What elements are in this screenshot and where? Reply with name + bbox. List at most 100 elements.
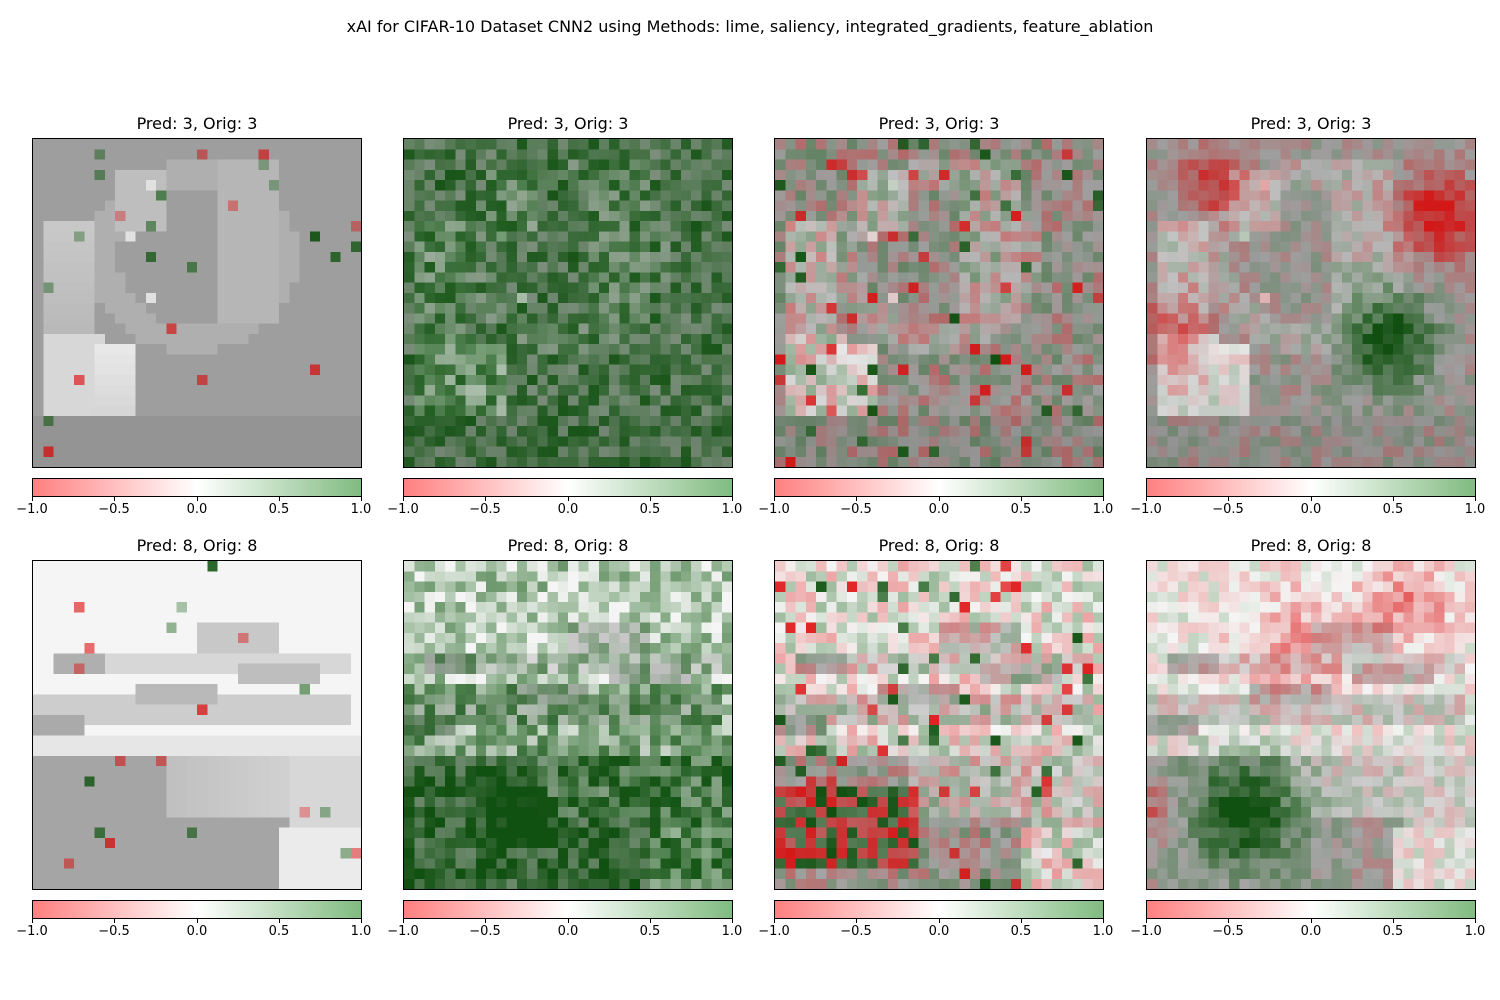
colorbar-tick — [1103, 497, 1104, 501]
colorbar — [32, 478, 362, 497]
colorbar-tick-label: −1.0 — [16, 924, 48, 939]
colorbar-tick — [1021, 497, 1022, 501]
colorbar-tick-label: 0.5 — [1382, 924, 1404, 939]
colorbar-tick — [114, 919, 115, 923]
colorbar — [32, 900, 362, 919]
colorbar-tick — [1393, 497, 1394, 501]
colorbar — [403, 478, 733, 497]
panel-title: Pred: 8, Orig: 8 — [1250, 536, 1372, 555]
panel-title: Pred: 8, Orig: 8 — [878, 536, 1000, 555]
colorbar-tick — [732, 497, 733, 501]
colorbar-tick-label: −0.5 — [469, 924, 501, 939]
colorbar-tick-label: −1.0 — [387, 924, 419, 939]
colorbar-tick-label: 0.0 — [1300, 502, 1322, 517]
colorbar-tick — [856, 919, 857, 923]
panel-title: Pred: 3, Orig: 3 — [1250, 114, 1372, 133]
colorbar-tick-label: 0.5 — [1010, 924, 1032, 939]
colorbar-tick-label: 1.0 — [721, 924, 743, 939]
colorbar-tick — [1228, 497, 1229, 501]
colorbar-tick-label: 0.0 — [557, 502, 579, 517]
attribution-heatmap — [32, 560, 362, 890]
colorbar-tick-label: −0.5 — [98, 924, 130, 939]
attribution-heatmap — [403, 560, 733, 890]
colorbar-tick — [856, 497, 857, 501]
colorbar-tick-label: −0.5 — [1212, 502, 1244, 517]
colorbar-tick — [1021, 919, 1022, 923]
panel-title: Pred: 3, Orig: 3 — [136, 114, 258, 133]
colorbar-tick — [939, 919, 940, 923]
colorbar-tick-label: −1.0 — [16, 502, 48, 517]
colorbar-tick-label: 1.0 — [1092, 502, 1114, 517]
colorbar-tick-label: 0.5 — [1010, 502, 1032, 517]
colorbar-tick-label: −1.0 — [387, 502, 419, 517]
colorbar-tick — [361, 497, 362, 501]
colorbar — [774, 478, 1104, 497]
colorbar — [403, 900, 733, 919]
colorbar — [1146, 900, 1476, 919]
colorbar-tick-label: 0.0 — [928, 502, 950, 517]
colorbar-tick — [1146, 919, 1147, 923]
attribution-heatmap — [1146, 138, 1476, 468]
colorbar-tick — [650, 497, 651, 501]
colorbar-tick — [361, 919, 362, 923]
colorbar-tick — [1475, 497, 1476, 501]
colorbar-tick — [774, 919, 775, 923]
attribution-heatmap — [32, 138, 362, 468]
colorbar-tick — [279, 919, 280, 923]
panel-title: Pred: 3, Orig: 3 — [507, 114, 629, 133]
colorbar-tick — [939, 497, 940, 501]
colorbar-tick — [1393, 919, 1394, 923]
colorbar-tick — [32, 497, 33, 501]
colorbar-tick-label: 0.0 — [186, 924, 208, 939]
colorbar-tick — [485, 919, 486, 923]
colorbar-tick-label: 0.5 — [639, 924, 661, 939]
colorbar-tick-label: 1.0 — [1092, 924, 1114, 939]
panel-title: Pred: 8, Orig: 8 — [136, 536, 258, 555]
colorbar-tick-label: 0.0 — [928, 924, 950, 939]
colorbar-tick-label: 1.0 — [1464, 502, 1486, 517]
colorbar-tick — [732, 919, 733, 923]
figure-title: xAI for CIFAR-10 Dataset CNN2 using Meth… — [346, 17, 1154, 36]
colorbar-tick — [1311, 497, 1312, 501]
colorbar-tick — [197, 919, 198, 923]
colorbar-tick-label: 0.5 — [639, 502, 661, 517]
colorbar-tick-label: −1.0 — [758, 924, 790, 939]
colorbar-tick-label: −0.5 — [469, 502, 501, 517]
colorbar-tick-label: −1.0 — [1130, 924, 1162, 939]
colorbar-tick-label: 0.0 — [557, 924, 579, 939]
attribution-heatmap — [1146, 560, 1476, 890]
colorbar-tick — [403, 919, 404, 923]
colorbar-tick-label: −0.5 — [840, 502, 872, 517]
colorbar — [1146, 478, 1476, 497]
colorbar-tick-label: 0.5 — [268, 502, 290, 517]
colorbar-tick-label: 1.0 — [350, 924, 372, 939]
colorbar-tick — [197, 497, 198, 501]
colorbar-tick-label: 0.5 — [268, 924, 290, 939]
colorbar-tick — [279, 497, 280, 501]
colorbar-tick — [403, 497, 404, 501]
panel-title: Pred: 3, Orig: 3 — [878, 114, 1000, 133]
colorbar-tick-label: 1.0 — [721, 502, 743, 517]
colorbar-tick — [485, 497, 486, 501]
attribution-heatmap — [403, 138, 733, 468]
colorbar-tick — [1311, 919, 1312, 923]
attribution-heatmap — [774, 560, 1104, 890]
colorbar-tick-label: −0.5 — [98, 502, 130, 517]
colorbar-tick — [650, 919, 651, 923]
colorbar-tick-label: −0.5 — [1212, 924, 1244, 939]
colorbar-tick-label: −0.5 — [840, 924, 872, 939]
colorbar-tick — [568, 497, 569, 501]
panel-title: Pred: 8, Orig: 8 — [507, 536, 629, 555]
attribution-heatmap — [774, 138, 1104, 468]
colorbar-tick — [774, 497, 775, 501]
colorbar-tick-label: 1.0 — [1464, 924, 1486, 939]
colorbar-tick-label: −1.0 — [1130, 502, 1162, 517]
colorbar-tick — [114, 497, 115, 501]
colorbar-tick-label: 1.0 — [350, 502, 372, 517]
colorbar-tick-label: −1.0 — [758, 502, 790, 517]
colorbar — [774, 900, 1104, 919]
colorbar-tick — [1103, 919, 1104, 923]
colorbar-tick-label: 0.0 — [1300, 924, 1322, 939]
colorbar-tick — [1228, 919, 1229, 923]
colorbar-tick-label: 0.0 — [186, 502, 208, 517]
